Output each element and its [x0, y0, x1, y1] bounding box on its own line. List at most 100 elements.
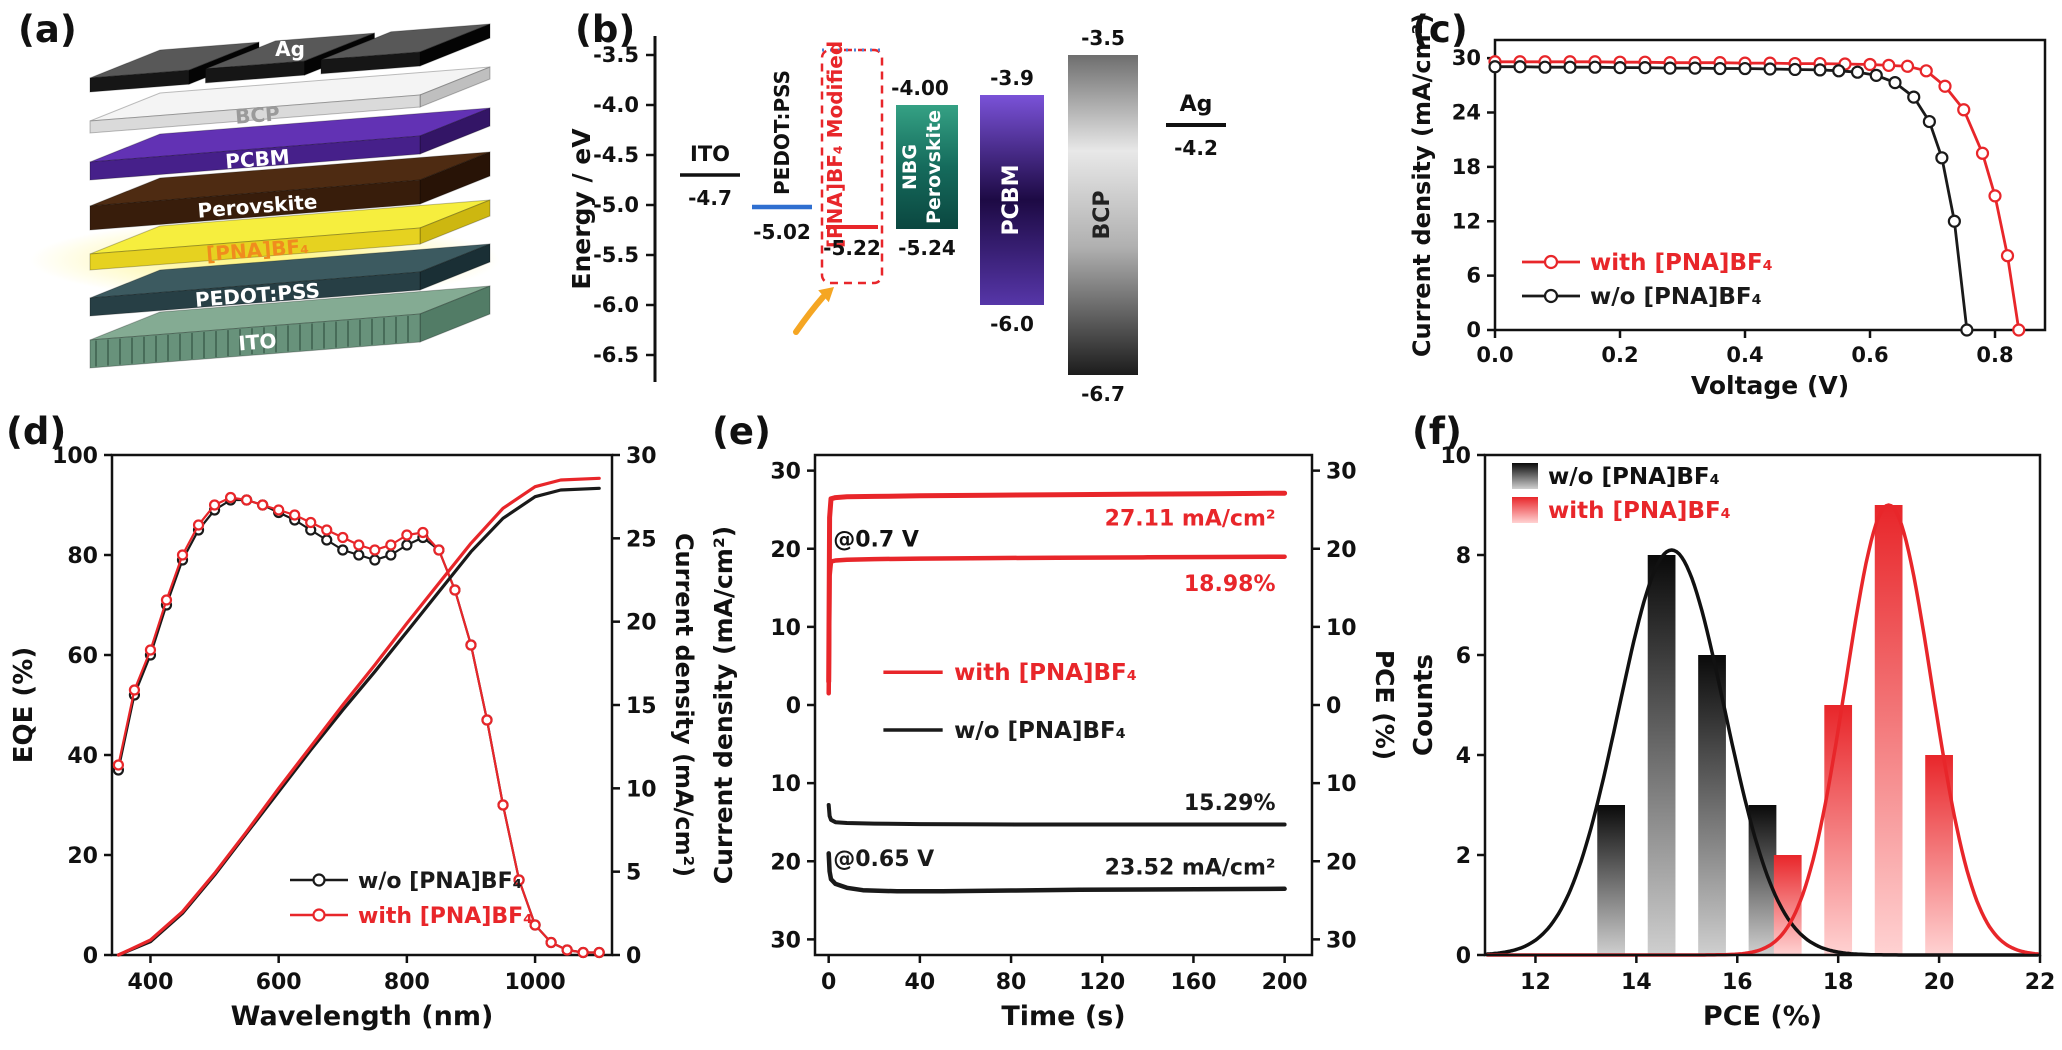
- data-marker: [257, 499, 269, 511]
- bcp-label: BCP: [1090, 190, 1115, 239]
- y-tick-label: 0: [83, 944, 98, 969]
- pna-dashed-box: [820, 48, 884, 285]
- panel-c-jv-curves: (c) 0.0 0.2 0.4 0.6 0.8 0 6 12 18 24 30 Voltage (V)…: [1400, 0, 2062, 410]
- data-marker: [433, 544, 445, 556]
- data-marker: [321, 534, 333, 546]
- y-tick-label: 10: [770, 772, 801, 797]
- x-tick-label: 18: [1823, 970, 1854, 995]
- histogram-bar: [1874, 505, 1903, 955]
- bcp-top-value: -3.5: [1081, 26, 1125, 50]
- data-marker: [1850, 65, 1865, 79]
- data-marker: [1638, 61, 1652, 75]
- pcbm-top-value: -3.9: [990, 66, 1034, 90]
- data-marker: [1543, 288, 1559, 304]
- panel-d-label: (d): [6, 410, 67, 453]
- y-tick-label: 24: [1452, 101, 1481, 125]
- data-marker: [1813, 63, 1827, 77]
- y-tick-label: 10: [626, 777, 657, 802]
- y-tick-label: 6: [1456, 644, 1471, 669]
- data-marker: [337, 544, 349, 556]
- data-marker: [160, 594, 173, 606]
- jv-curve-chart: 0.0 0.2 0.4 0.6 0.8 0 6 12 18 24 30 Voltage (V) Curr…: [1408, 13, 2047, 400]
- panel-c-label: (c): [1412, 8, 1468, 51]
- y-tick-label: 30: [770, 460, 801, 485]
- y-tick-label: 10: [1326, 616, 1357, 641]
- data-marker: [1588, 60, 1602, 74]
- x-tick-label: 0.2: [1601, 343, 1638, 367]
- data-marker: [1513, 60, 1527, 74]
- panel-e-label: (e): [712, 410, 771, 453]
- bcp-box: [1068, 55, 1138, 375]
- data-marker: [1947, 214, 1961, 228]
- data-marker: [224, 491, 237, 504]
- pedot-label: PEDOT:PSS: [770, 70, 794, 195]
- data-marker: [449, 584, 461, 596]
- panel-e-stability: (e) 0 40 80 120 160 200 30 30 20 20 10 10 0 0 10 10 20 20…: [700, 410, 1400, 1050]
- data-marker: [337, 531, 349, 544]
- data-marker: [1907, 90, 1921, 104]
- histogram-bar: [1824, 705, 1853, 955]
- ito-value: -4.7: [688, 186, 732, 210]
- data-marker: [1888, 75, 1902, 90]
- y-tick-label: 18: [1452, 155, 1481, 179]
- data-marker: [1738, 61, 1752, 76]
- x-tick-label: 40: [905, 970, 936, 995]
- data-marker: [561, 944, 573, 956]
- data-marker: [401, 529, 413, 541]
- panel-d-eqe-spectrum: (d) 400 600 800 1000 0 20 40 60 80 100 0 5 10 15 20 25 3…: [0, 410, 700, 1050]
- energy-level-diagram: -3.5 -4.0 -4.5 -5.0 -5.5 -6.0 -6.5 Energy / eV I…: [567, 26, 1226, 406]
- legend-swatch: [1512, 463, 1538, 489]
- pna-value: -5.22: [823, 236, 881, 260]
- legend-swatch: [1512, 497, 1538, 523]
- legend-label: with [PNA]BF₄: [358, 904, 533, 929]
- data-marker: [1788, 62, 1802, 77]
- data-series: [826, 803, 1287, 827]
- data-marker: [577, 946, 589, 959]
- x-axis-title: Time (s): [1001, 1001, 1125, 1032]
- nbg-bottom-value: -5.24: [898, 236, 956, 260]
- x-tick-label: 12: [1520, 970, 1551, 995]
- data-marker: [1688, 61, 1702, 75]
- x-tick-label: 0.8: [1976, 343, 2013, 367]
- y-tick-label: 10: [1440, 444, 1471, 469]
- pce-histogram-chart: 12 14 16 18 20 22 0 2 4 6 8 10 PCE (%) Counts w/o [PNA…: [1409, 444, 2055, 1032]
- data-marker: [529, 919, 541, 931]
- pcbm-box: [980, 95, 1044, 305]
- histogram-bar: [1647, 555, 1676, 955]
- data-marker: [1563, 60, 1577, 74]
- layer-front-face: [89, 313, 421, 369]
- data-marker: [1869, 68, 1883, 82]
- data-marker: [1882, 58, 1896, 72]
- x-tick-label: 600: [256, 970, 302, 995]
- plot-frame: [1483, 453, 2042, 957]
- x-tick-label: 160: [1170, 970, 1216, 995]
- data-series: [826, 490, 1288, 685]
- data-marker: [192, 519, 205, 531]
- y-tick-label: 10: [770, 616, 801, 641]
- y-tick-label: 80: [67, 544, 98, 569]
- layer-label: ITO: [238, 329, 278, 356]
- x-tick-label: 16: [1722, 970, 1753, 995]
- data-marker: [312, 873, 326, 887]
- data-marker: [1613, 61, 1627, 75]
- data-marker: [1938, 79, 1952, 93]
- x-tick-label: 200: [1262, 970, 1308, 995]
- legend-label: w/o [PNA]BF₄: [1590, 284, 1762, 310]
- data-marker: [385, 549, 397, 561]
- data-marker: [1922, 114, 1936, 129]
- annotation: @0.7 V: [833, 528, 919, 553]
- y-tick-label: 5: [626, 861, 641, 886]
- layer-front-face: [89, 227, 421, 271]
- layer-front-face: [89, 271, 421, 317]
- y-tick-label: 20: [1326, 538, 1357, 563]
- left-axis-title: EQE (%): [9, 647, 39, 764]
- data-marker: [273, 504, 285, 516]
- y-tick-label: 2: [1456, 844, 1471, 869]
- y-tick-label: -4.5: [593, 143, 639, 167]
- data-series: [826, 851, 1287, 894]
- data-marker: [112, 759, 125, 771]
- data-marker: [1763, 62, 1777, 76]
- layer-front-face: [205, 60, 305, 84]
- data-marker: [369, 544, 381, 556]
